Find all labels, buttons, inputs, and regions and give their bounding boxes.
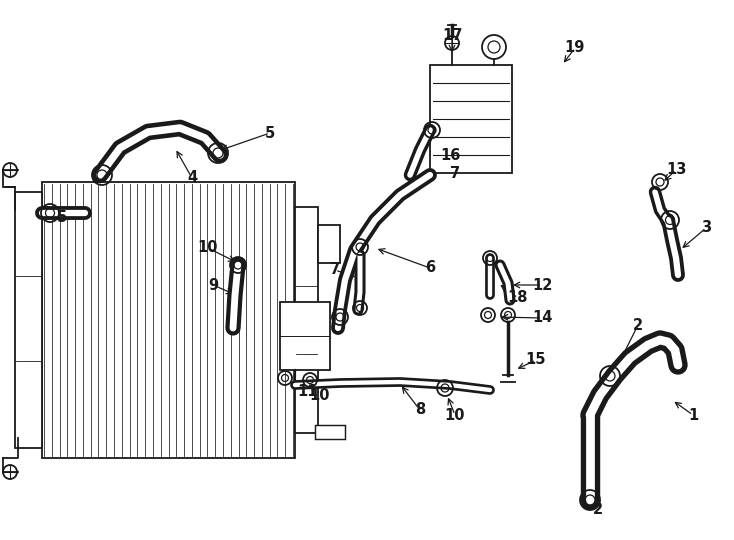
Text: 2: 2 bbox=[593, 503, 603, 517]
Text: 18: 18 bbox=[508, 291, 528, 306]
Text: 14: 14 bbox=[532, 310, 552, 326]
Text: 3: 3 bbox=[701, 220, 711, 235]
Bar bbox=[318, 225, 340, 263]
Text: 8: 8 bbox=[415, 402, 425, 417]
Text: 10: 10 bbox=[197, 240, 218, 255]
Text: 4: 4 bbox=[187, 171, 197, 186]
Bar bbox=[315, 425, 345, 439]
Text: 10: 10 bbox=[310, 388, 330, 402]
Bar bbox=[15, 192, 42, 448]
Text: 5: 5 bbox=[57, 211, 67, 226]
Text: 2: 2 bbox=[633, 318, 643, 333]
Bar bbox=[280, 302, 330, 370]
Text: 16: 16 bbox=[440, 147, 460, 163]
Text: 12: 12 bbox=[532, 278, 552, 293]
Text: 7: 7 bbox=[330, 262, 340, 278]
Bar bbox=[42, 182, 295, 458]
Text: 1: 1 bbox=[688, 408, 698, 422]
Text: 5: 5 bbox=[265, 125, 275, 140]
Text: 15: 15 bbox=[526, 353, 546, 368]
Text: 6: 6 bbox=[425, 260, 435, 275]
Bar bbox=[295, 207, 318, 433]
Text: 19: 19 bbox=[564, 40, 585, 56]
Text: 11: 11 bbox=[298, 384, 319, 400]
Text: 13: 13 bbox=[666, 163, 686, 178]
Text: 9: 9 bbox=[208, 278, 218, 293]
Bar bbox=[430, 65, 512, 173]
Text: 17: 17 bbox=[442, 28, 462, 43]
Text: 7: 7 bbox=[450, 165, 460, 180]
Text: 10: 10 bbox=[445, 408, 465, 422]
